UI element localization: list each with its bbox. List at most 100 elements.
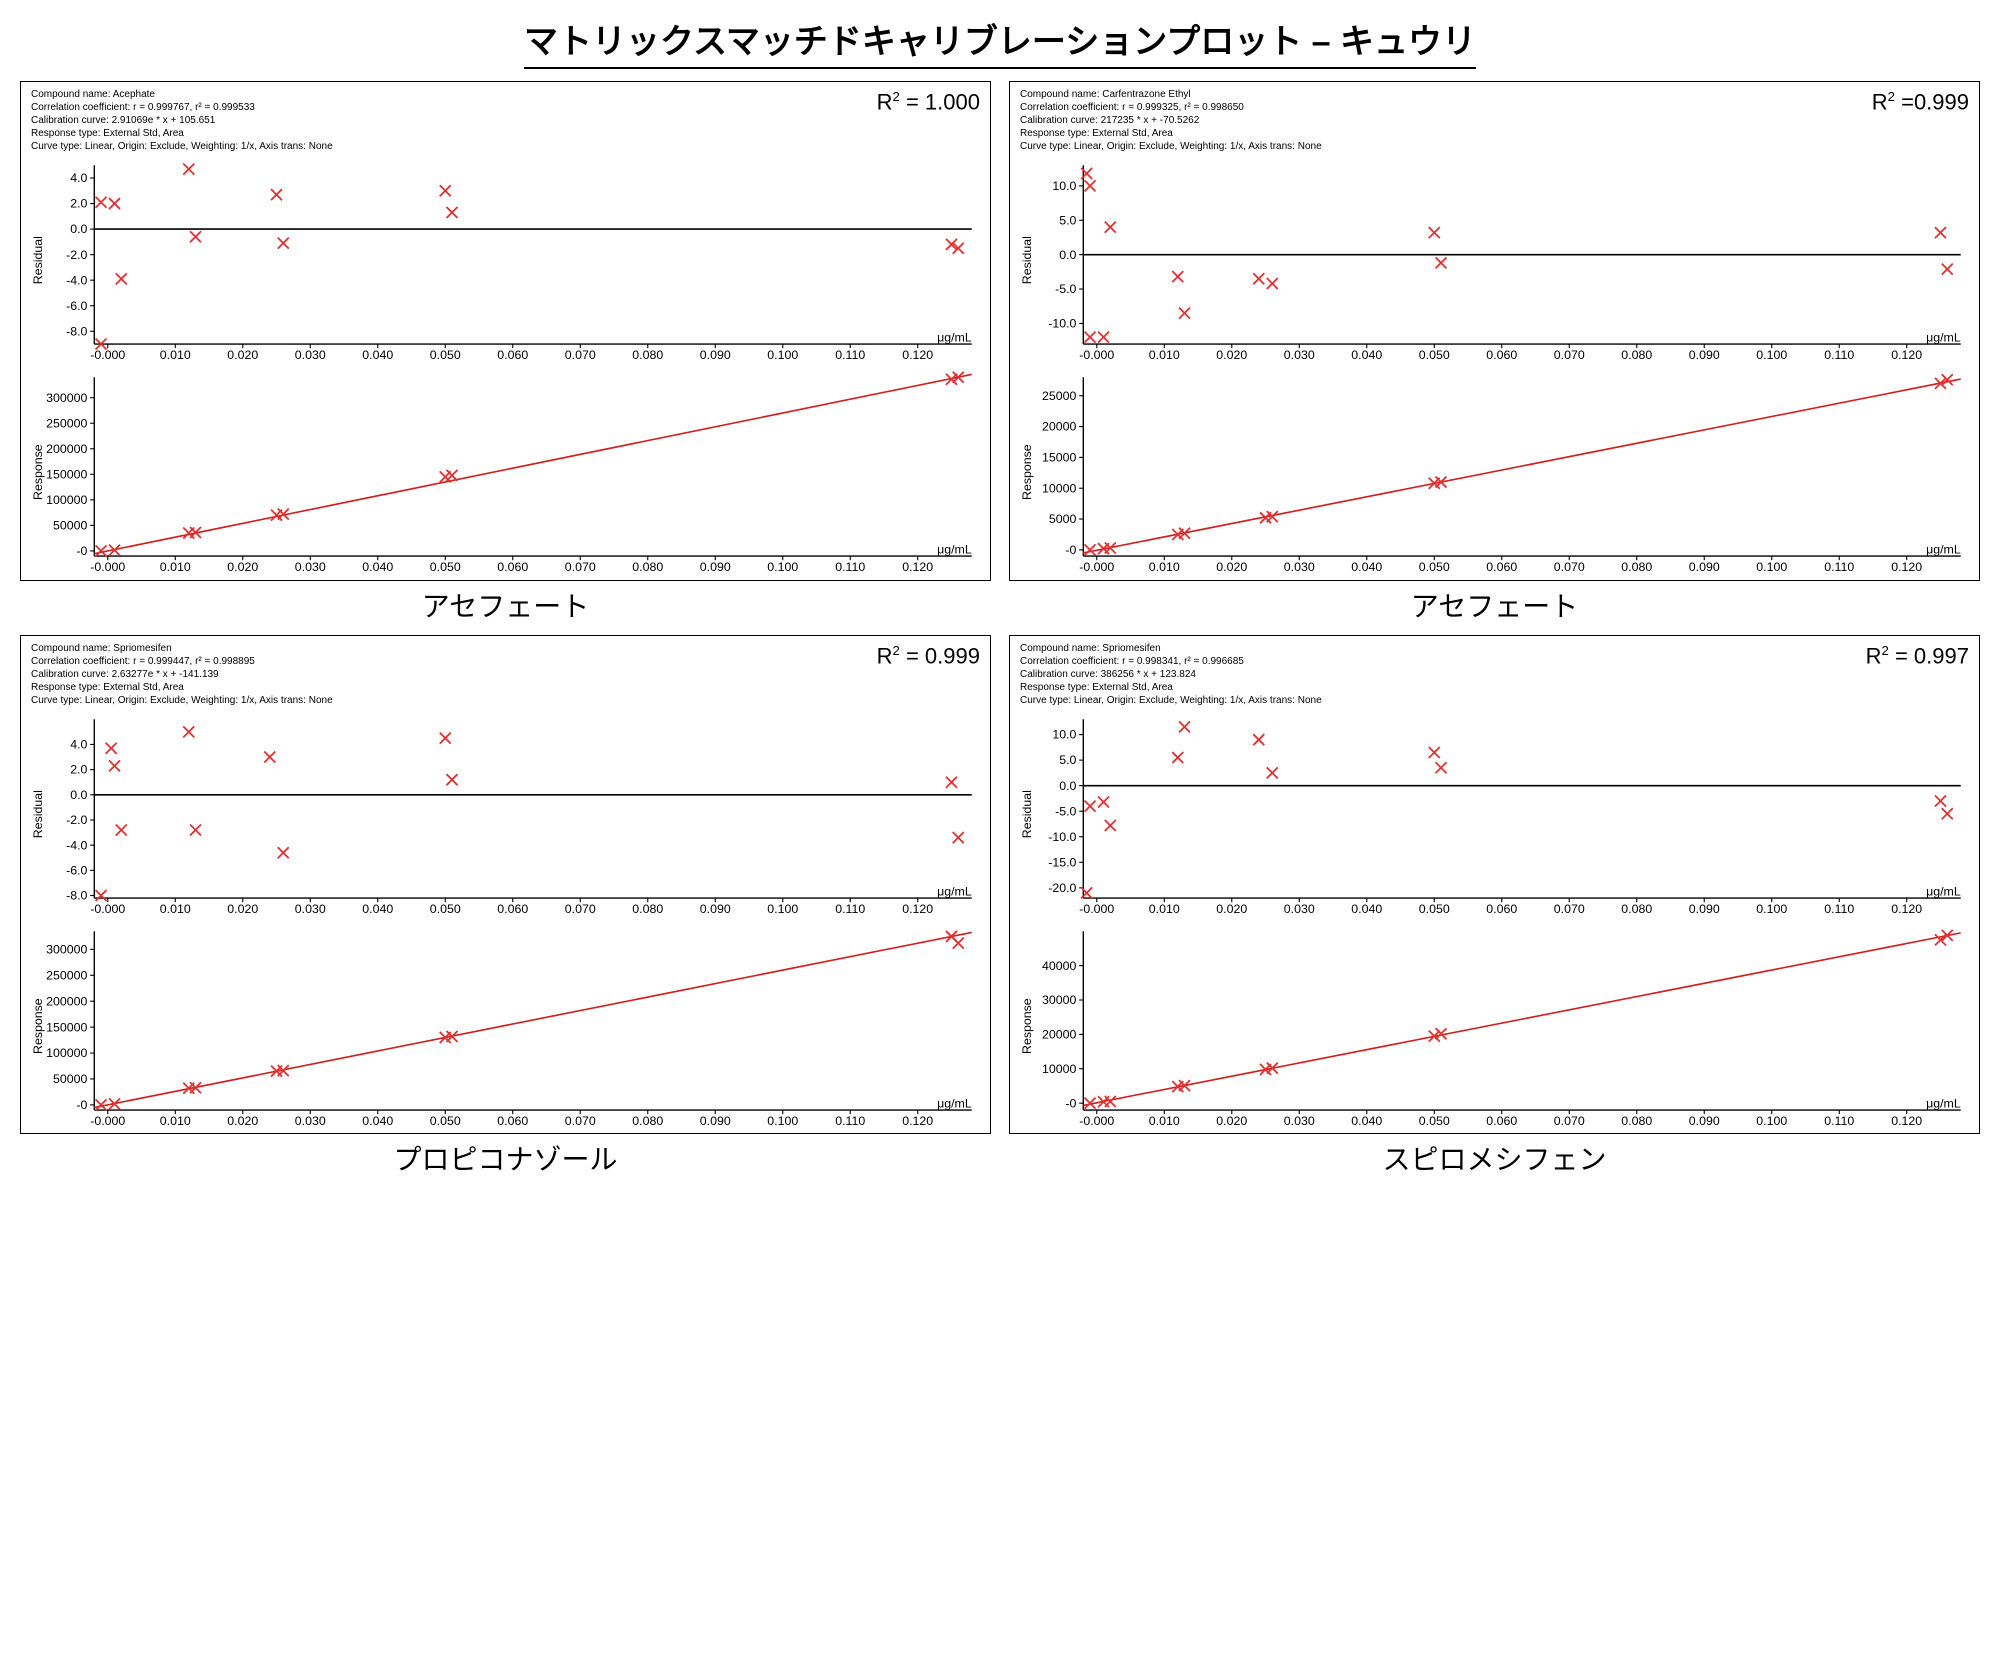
- svg-text:0.070: 0.070: [1554, 348, 1585, 362]
- svg-text:0.040: 0.040: [362, 560, 393, 574]
- calibration-panel: Compound name: Spriomesifen Correlation …: [1009, 635, 1980, 1179]
- svg-text:0.040: 0.040: [362, 1114, 393, 1128]
- svg-text:0.090: 0.090: [1689, 1114, 1720, 1128]
- svg-text:0.050: 0.050: [430, 902, 461, 916]
- svg-text:0.070: 0.070: [565, 560, 596, 574]
- svg-text:-10.0: -10.0: [1048, 317, 1076, 331]
- svg-text:0.110: 0.110: [1824, 348, 1854, 362]
- svg-text:0.110: 0.110: [835, 902, 865, 916]
- svg-text:0.120: 0.120: [902, 348, 933, 362]
- svg-text:-8.0: -8.0: [66, 324, 87, 338]
- svg-text:0.030: 0.030: [295, 560, 326, 574]
- svg-text:0.010: 0.010: [1149, 902, 1180, 916]
- svg-text:0.090: 0.090: [700, 560, 731, 574]
- svg-text:0.020: 0.020: [1216, 902, 1247, 916]
- svg-text:0.110: 0.110: [1824, 560, 1854, 574]
- curvetype-line: Curve type: Linear, Origin: Exclude, Wei…: [1020, 140, 1322, 153]
- svg-text:10.0: 10.0: [1052, 179, 1076, 193]
- curve-line: Calibration curve: 2.63277e * x + -141.1…: [31, 668, 333, 681]
- calibration-panel: Compound name: Acephate Correlation coef…: [20, 81, 991, 625]
- svg-text:0.030: 0.030: [295, 348, 326, 362]
- svg-text:10.0: 10.0: [1052, 727, 1076, 741]
- svg-text:0.050: 0.050: [430, 348, 461, 362]
- correlation-line: Correlation coefficient: r = 0.998341, r…: [1020, 655, 1322, 668]
- svg-text:0.070: 0.070: [1554, 902, 1585, 916]
- calibration-plot: -010000200003000040000Response-0.0000.01…: [1020, 923, 1969, 1129]
- svg-text:-0: -0: [76, 1098, 87, 1112]
- svg-text:0.090: 0.090: [700, 902, 731, 916]
- panel-grid: Compound name: Acephate Correlation coef…: [20, 81, 1980, 1178]
- svg-text:0.040: 0.040: [362, 902, 393, 916]
- svg-text:0.010: 0.010: [1149, 348, 1180, 362]
- svg-text:0.100: 0.100: [767, 560, 798, 574]
- residual-plot: -20.0-15.0-10.0-5.00.05.010.0Residual-0.…: [1020, 711, 1969, 917]
- svg-text:0.010: 0.010: [1149, 560, 1180, 574]
- svg-text:0.020: 0.020: [227, 348, 258, 362]
- svg-text:0.100: 0.100: [1756, 348, 1787, 362]
- svg-text:0.040: 0.040: [1351, 348, 1382, 362]
- svg-text:Residual: Residual: [31, 790, 45, 838]
- svg-text:-6.0: -6.0: [66, 299, 87, 313]
- svg-text:250000: 250000: [46, 417, 87, 431]
- svg-text:0.100: 0.100: [1756, 560, 1787, 574]
- svg-text:μg/mL: μg/mL: [1926, 1096, 1961, 1110]
- svg-text:-0.000: -0.000: [1079, 348, 1114, 362]
- svg-text:-0.000: -0.000: [1079, 560, 1114, 574]
- svg-text:0.050: 0.050: [1419, 1114, 1450, 1128]
- svg-text:Residual: Residual: [1020, 236, 1034, 284]
- svg-text:150000: 150000: [46, 468, 87, 482]
- svg-text:5.0: 5.0: [1059, 753, 1076, 767]
- svg-text:300000: 300000: [46, 391, 87, 405]
- svg-text:0.040: 0.040: [1351, 1114, 1382, 1128]
- svg-text:30000: 30000: [1042, 993, 1076, 1007]
- svg-text:0.120: 0.120: [1891, 560, 1922, 574]
- chart-box: Compound name: Spriomesifen Correlation …: [20, 635, 991, 1135]
- svg-text:50000: 50000: [53, 1072, 87, 1086]
- response-line: Response type: External Std, Area: [1020, 681, 1322, 694]
- svg-text:0.0: 0.0: [1059, 778, 1076, 792]
- r-squared-label: R2 = 1.000: [877, 88, 980, 117]
- svg-text:-0: -0: [1065, 1096, 1076, 1110]
- svg-text:0.080: 0.080: [1621, 560, 1652, 574]
- svg-text:-0.000: -0.000: [1079, 1114, 1114, 1128]
- calibration-plot: -050000100000150000200000250000300000Res…: [31, 923, 980, 1129]
- chart-box: Compound name: Carfentrazone Ethyl Corre…: [1009, 81, 1980, 581]
- svg-text:0.090: 0.090: [1689, 348, 1720, 362]
- svg-text:-0: -0: [1065, 543, 1076, 557]
- curve-line: Calibration curve: 217235 * x + -70.5262: [1020, 114, 1322, 127]
- residual-plot: -10.0-5.00.05.010.0Residual-0.0000.0100.…: [1020, 157, 1969, 363]
- svg-text:5000: 5000: [1049, 512, 1077, 526]
- svg-text:μg/mL: μg/mL: [937, 884, 972, 898]
- svg-text:0.010: 0.010: [160, 348, 191, 362]
- chart-box: Compound name: Spriomesifen Correlation …: [1009, 635, 1980, 1135]
- svg-text:0.120: 0.120: [1891, 902, 1922, 916]
- svg-text:0.030: 0.030: [295, 902, 326, 916]
- svg-text:10000: 10000: [1042, 482, 1076, 496]
- svg-text:0.060: 0.060: [1486, 1114, 1517, 1128]
- svg-text:0.020: 0.020: [227, 560, 258, 574]
- svg-text:0.030: 0.030: [1284, 1114, 1315, 1128]
- svg-text:0.090: 0.090: [1689, 560, 1720, 574]
- svg-text:10000: 10000: [1042, 1062, 1076, 1076]
- svg-text:-0: -0: [76, 544, 87, 558]
- svg-text:2.0: 2.0: [70, 197, 87, 211]
- svg-text:-20.0: -20.0: [1048, 881, 1076, 895]
- svg-text:μg/mL: μg/mL: [937, 330, 972, 344]
- svg-text:-6.0: -6.0: [66, 863, 87, 877]
- svg-text:0.070: 0.070: [565, 348, 596, 362]
- svg-text:0.060: 0.060: [497, 348, 528, 362]
- svg-text:0.020: 0.020: [1216, 560, 1247, 574]
- svg-text:0.050: 0.050: [1419, 348, 1450, 362]
- svg-text:40000: 40000: [1042, 959, 1076, 973]
- svg-text:-4.0: -4.0: [66, 838, 87, 852]
- svg-text:μg/mL: μg/mL: [1926, 330, 1961, 344]
- response-line: Response type: External Std, Area: [31, 127, 333, 140]
- svg-text:-2.0: -2.0: [66, 813, 87, 827]
- compound-name: Compound name: Carfentrazone Ethyl: [1020, 88, 1322, 101]
- svg-text:-2.0: -2.0: [66, 248, 87, 262]
- svg-text:-0.000: -0.000: [90, 902, 125, 916]
- svg-text:0.070: 0.070: [565, 902, 596, 916]
- svg-text:-0.000: -0.000: [90, 348, 125, 362]
- page-title: マトリックスマッチドキャリブレーションプロット – キュウリ: [524, 14, 1476, 69]
- svg-text:0.080: 0.080: [632, 348, 663, 362]
